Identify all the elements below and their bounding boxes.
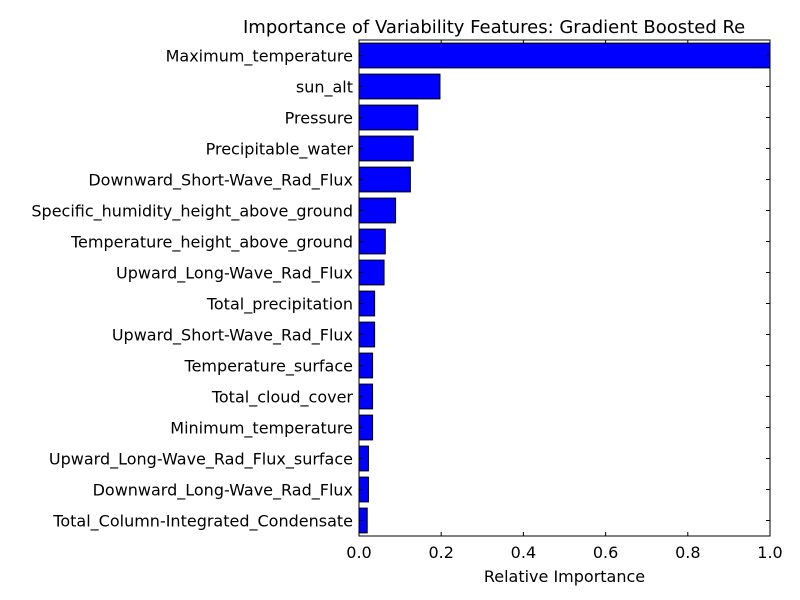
x-tick-label: 0.4: [511, 543, 536, 562]
y-tick-label: Downward_Long-Wave_Rad_Flux: [93, 481, 353, 501]
bar-maximum-temperature: [358, 42, 771, 69]
x-axis-tick-labels: 0.0 0.2 0.4 0.6 0.8 1.0: [346, 543, 782, 562]
x-tick-label: 0.2: [428, 543, 453, 562]
bars-group: [358, 42, 771, 534]
x-axis-label: Relative Importance: [484, 567, 645, 586]
bar-specific-humidity-height-above-ground: [358, 197, 397, 224]
bar-upward-long-wave-rad-flux: [358, 259, 385, 286]
y-tick-label: Maximum_temperature: [166, 47, 353, 67]
x-tick-label: 0.6: [593, 543, 618, 562]
bar-pressure: [358, 104, 419, 131]
bar-sun-alt: [358, 73, 441, 100]
y-tick-label: Precipitable_water: [206, 140, 354, 160]
y-tick-label: Downward_Short-Wave_Rad_Flux: [88, 171, 353, 191]
y-axis-ticks: [359, 55, 770, 521]
y-axis-category-labels: Maximum_temperature sun_alt Pressure Precip…: [31, 47, 353, 532]
y-tick-label: Total_precipitation: [206, 295, 353, 315]
y-tick-label: Temperature_height_above_ground: [70, 233, 353, 253]
y-tick-label: sun_alt: [296, 78, 353, 98]
x-tick-label: 0.0: [346, 543, 371, 562]
y-tick-label: Upward_Short-Wave_Rad_Flux: [112, 326, 353, 346]
plot-frame: [358, 39, 771, 537]
y-tick-label: Total_Column-Integrated_Condensate: [52, 512, 353, 532]
y-tick-label: Total_cloud_cover: [211, 388, 354, 408]
x-tick-label: 0.8: [675, 543, 700, 562]
x-axis-ticks: [358, 40, 771, 536]
y-tick-label: Specific_humidity_height_above_ground: [31, 202, 353, 222]
y-tick-label: Upward_Long-Wave_Rad_Flux: [116, 264, 353, 284]
y-tick-label: Minimum_temperature: [170, 419, 353, 439]
y-tick-label: Pressure: [285, 109, 353, 128]
bar-downward-short-wave-rad-flux: [358, 166, 411, 193]
y-tick-label: Upward_Long-Wave_Rad_Flux_surface: [49, 450, 353, 470]
bar-precipitable-water: [358, 135, 414, 162]
y-tick-label: Temperature_surface: [184, 357, 353, 377]
chart-title: Importance of Variability Features: Grad…: [243, 17, 745, 38]
x-tick-label: 1.0: [757, 543, 782, 562]
